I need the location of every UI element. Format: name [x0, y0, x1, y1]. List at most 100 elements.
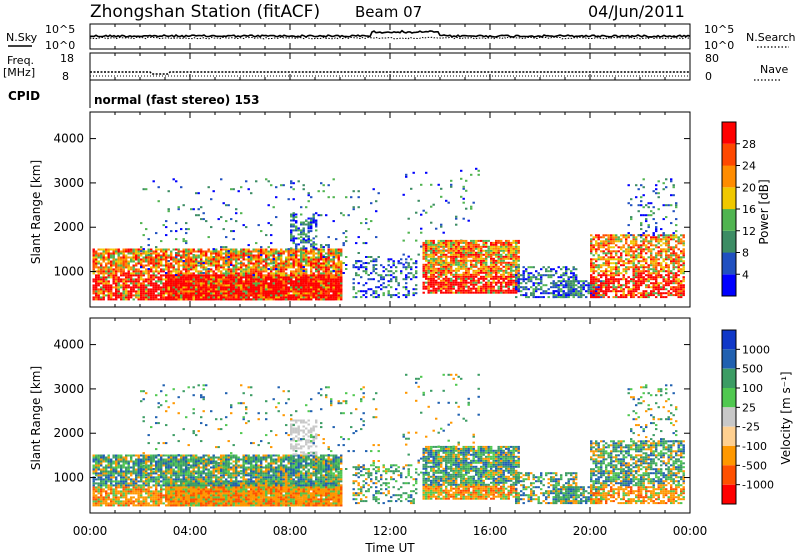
echo-cell [517, 266, 520, 269]
echo-cell [215, 268, 218, 271]
echo-cell [457, 287, 460, 290]
echo-cell [592, 270, 595, 273]
echo-cell [440, 287, 443, 290]
echo-cell [137, 298, 140, 301]
echo-cell [125, 286, 128, 289]
echo-cell [312, 286, 315, 289]
echo-cell [475, 269, 478, 272]
echo-cell [155, 258, 158, 261]
echo-cell [497, 241, 500, 244]
echo-cell [595, 234, 598, 237]
echo-cell [327, 290, 330, 293]
echo-cell [187, 276, 190, 279]
echo-cell [300, 278, 303, 281]
echo-cell [500, 267, 503, 270]
echo-cell [310, 274, 313, 277]
echo-cell [497, 271, 500, 274]
echo-cell [402, 193, 405, 196]
echo-cell [262, 276, 265, 279]
echo-cell [132, 258, 135, 261]
echo-cell [587, 286, 590, 289]
echo-cell [310, 256, 313, 259]
echo-cell [335, 264, 338, 267]
echo-cell [180, 264, 183, 267]
echo-cell [470, 207, 473, 210]
echo-cell [457, 277, 460, 280]
echo-cell [595, 244, 598, 247]
echo-cell [307, 298, 310, 301]
echo-cell [212, 278, 215, 281]
echo-cell [197, 282, 200, 285]
echo-cell [167, 260, 170, 262]
echo-cell [455, 289, 458, 292]
echo-cell [502, 251, 505, 254]
echo-cell [437, 239, 440, 242]
echo-cell [240, 268, 243, 271]
echo-cell [175, 292, 178, 295]
echo-cell [317, 272, 320, 275]
echo-cell [310, 282, 313, 285]
echo-cell [265, 274, 268, 277]
echo-cell [490, 245, 493, 248]
echo-cell [452, 239, 455, 242]
echo-cell [290, 272, 293, 275]
echo-cell [180, 274, 183, 276]
echo-cell [427, 243, 430, 246]
echo-cell [490, 263, 493, 266]
echo-cell [575, 294, 578, 297]
echo-cell [512, 239, 515, 242]
echo-cell [160, 260, 163, 263]
echo-cell [182, 204, 185, 207]
echo-cell [312, 250, 315, 253]
echo-cell [170, 280, 173, 283]
echo-cell [122, 288, 125, 291]
echo-cell [465, 289, 468, 292]
echo-cell [465, 265, 468, 268]
echo-cell [250, 276, 253, 279]
echo-cell [100, 272, 103, 275]
echo-cell [182, 264, 185, 267]
echo-cell [177, 282, 180, 285]
echo-cell [345, 268, 348, 270]
echo-cell [205, 294, 208, 297]
echo-cell [517, 272, 520, 275]
echo-cell [290, 186, 293, 189]
echo-cell [322, 288, 325, 291]
echo-cell [180, 282, 183, 285]
echo-cell [127, 276, 130, 279]
echo-cell [245, 226, 248, 229]
echo-cell [245, 278, 248, 281]
echo-cell [137, 286, 140, 289]
echo-cell [172, 280, 175, 283]
echo-cell [300, 280, 303, 283]
echo-cell [255, 260, 258, 263]
echo-cell [107, 252, 110, 255]
echo-cell [127, 264, 130, 267]
echo-cell [337, 252, 340, 254]
echo-cell [335, 248, 338, 251]
echo-cell [257, 296, 260, 299]
echo-cell [117, 284, 120, 287]
echo-cell [387, 260, 390, 263]
echo-cell [365, 222, 368, 225]
echo-cell [507, 247, 510, 250]
echo-cell [115, 296, 118, 299]
echo-cell [165, 278, 168, 281]
echo-cell [190, 252, 193, 255]
echo-cell [245, 290, 248, 293]
echo-cell [202, 294, 205, 297]
echo-cell [427, 271, 430, 274]
echo-cell [575, 278, 578, 281]
echo-cell [310, 243, 313, 246]
echo-cell [592, 268, 595, 271]
echo-cell [205, 296, 208, 299]
echo-cell [500, 291, 503, 294]
echo-cell [270, 296, 273, 299]
echo-cell [265, 248, 268, 251]
echo-cell [427, 275, 430, 278]
echo-cell [150, 290, 153, 293]
echo-cell [300, 239, 303, 242]
echo-cell [310, 280, 313, 283]
echo-cell [317, 280, 320, 283]
echo-cell [507, 265, 510, 268]
